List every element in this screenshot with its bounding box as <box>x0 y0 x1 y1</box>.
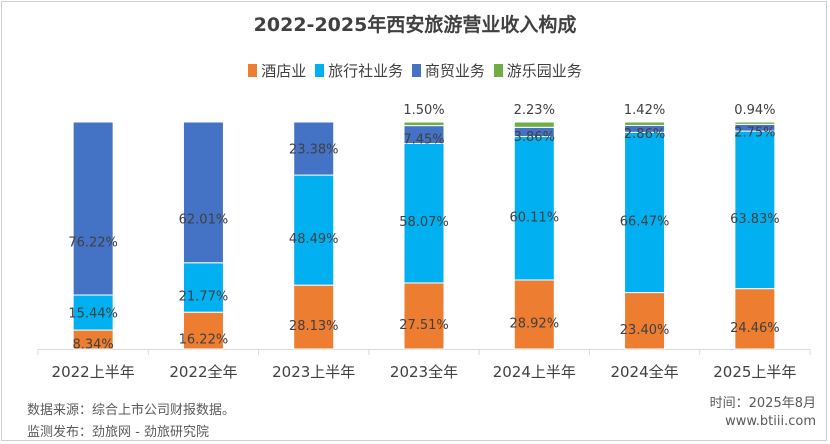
publisher-note: 监测发布：劲旅网 - 劲旅研究院 <box>27 425 209 440</box>
data-label: 24.46% <box>730 321 780 336</box>
data-label: 58.07% <box>399 215 449 230</box>
bar-segment <box>72 294 114 331</box>
bar-segment <box>182 262 224 313</box>
legend-label: 游乐园业务 <box>506 62 582 80</box>
data-label: 60.11% <box>509 210 559 225</box>
data-source-note: 数据来源：综合上市公司财报数据。 <box>27 403 236 418</box>
data-label: 23.40% <box>620 323 670 338</box>
bar-segment <box>293 121 335 176</box>
data-label: 7.45% <box>403 133 444 148</box>
data-label: 28.92% <box>509 316 559 331</box>
bar-segment <box>513 279 555 350</box>
data-label: 2.23% <box>514 103 555 118</box>
data-label: 28.13% <box>289 319 339 334</box>
bar-segment <box>182 311 224 350</box>
legend-swatch-travel-agency <box>315 64 325 77</box>
x-tick-label: 2025上半年 <box>713 363 796 381</box>
time-note: 时间：2025年8月 <box>709 396 816 411</box>
bar-segment <box>403 142 445 284</box>
legend: 酒店业 旅行社业务 商贸业务 游乐园业务 <box>0 60 830 81</box>
data-label: 2.86% <box>624 127 665 142</box>
data-label: 48.49% <box>289 232 339 247</box>
legend-item-hotel: 酒店业 <box>248 60 306 81</box>
x-tick-label: 2023上半年 <box>272 363 355 381</box>
bar-segment <box>182 121 224 264</box>
x-tick-label: 2022上半年 <box>52 363 135 381</box>
bar-segment <box>734 130 776 290</box>
bar-segment <box>293 174 335 286</box>
legend-swatch-hotel <box>248 64 258 77</box>
bar-segment <box>624 292 666 350</box>
bar-segment <box>624 121 666 126</box>
data-label: 3.86% <box>514 130 555 145</box>
legend-item-amusement-park: 游乐园业务 <box>493 60 582 81</box>
data-label: 76.22% <box>68 236 118 251</box>
website-note: www.btiii.com <box>725 414 816 429</box>
data-label: 15.44% <box>68 307 118 322</box>
data-label: 21.77% <box>179 289 229 304</box>
x-tick-label: 2024全年 <box>610 363 678 381</box>
data-label: 62.01% <box>179 212 229 227</box>
data-label: 1.50% <box>403 103 444 118</box>
legend-label: 旅行社业务 <box>328 62 404 80</box>
data-label: 27.51% <box>399 318 449 333</box>
chart-title: 2022-2025年西安旅游营业收入构成 <box>253 14 577 36</box>
x-tick-label: 2023全年 <box>390 363 458 381</box>
data-label: 0.94% <box>734 103 775 118</box>
bar-segment <box>293 284 335 350</box>
x-tick-label: 2024上半年 <box>493 363 576 381</box>
bar-segment <box>403 282 445 350</box>
bar-segment <box>72 121 114 296</box>
data-label: 23.38% <box>289 143 339 158</box>
bar-segment <box>513 121 555 128</box>
legend-label: 酒店业 <box>261 62 307 80</box>
legend-label: 商贸业务 <box>424 62 485 80</box>
bar-segment <box>734 121 776 125</box>
bar-segment <box>734 288 776 350</box>
data-label: 63.83% <box>730 212 780 227</box>
data-label: 2.75% <box>734 126 775 141</box>
bar-segment <box>513 136 555 281</box>
legend-swatch-commerce <box>411 64 421 77</box>
bar-segment <box>403 121 445 127</box>
data-label: 8.34% <box>72 338 113 353</box>
legend-swatch-amusement-park <box>493 64 503 77</box>
legend-item-travel-agency: 旅行社业务 <box>315 60 403 81</box>
x-tick-label: 2022全年 <box>169 363 237 381</box>
data-label: 1.42% <box>624 103 665 118</box>
bar-segment <box>624 131 666 294</box>
data-label: 16.22% <box>179 333 229 348</box>
data-label: 66.47% <box>620 214 670 229</box>
legend-item-commerce: 商贸业务 <box>411 60 485 81</box>
